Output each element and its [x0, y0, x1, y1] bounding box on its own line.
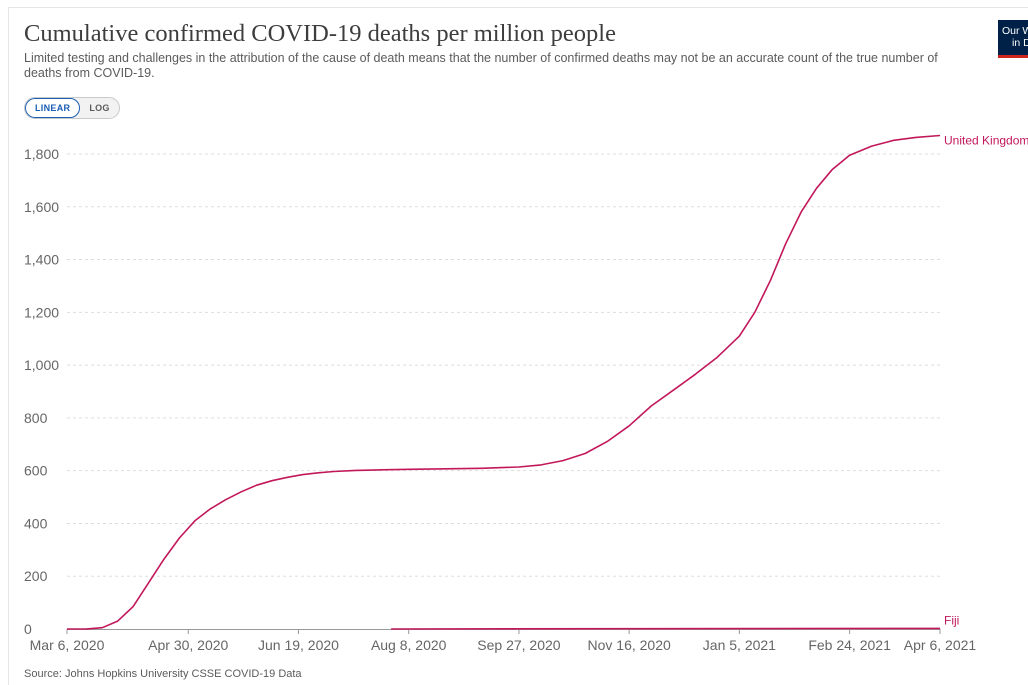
- linear-scale-button[interactable]: LINEAR: [25, 98, 81, 118]
- y-tick-label: 200: [24, 568, 48, 584]
- x-tick-label: Feb 24, 2021: [808, 637, 891, 653]
- series-line-fiji: [391, 627, 941, 630]
- series-label: United Kingdom: [944, 134, 1028, 148]
- x-tick-label: Apr 30, 2020: [148, 637, 228, 653]
- y-tick-label: 800: [24, 410, 48, 426]
- chart-frame-top: [8, 7, 1028, 8]
- y-tick-label: 1,800: [24, 146, 59, 162]
- x-tick-label: Nov 16, 2020: [588, 637, 671, 653]
- scale-toggle: LINEAR LOG: [24, 97, 120, 119]
- x-tick-label: Jan 5, 2021: [703, 637, 776, 653]
- chart-frame-left: [8, 7, 9, 685]
- series-line-united-kingdom: [66, 134, 941, 630]
- y-tick-label: 1,000: [24, 357, 59, 373]
- axis-layer: 0 200 400 600 800 1,000 1,200 1,400 1,600 1,800 Ma…: [24, 146, 976, 653]
- chart-title: Cumulative confirmed COVID-19 deaths per…: [24, 20, 616, 47]
- y-tick-label: 1,400: [24, 252, 59, 268]
- series-layer: [66, 134, 941, 630]
- y-tick-label: 600: [24, 463, 48, 479]
- y-tick-label: 1,600: [24, 199, 59, 215]
- x-tick-label: Jun 19, 2020: [258, 637, 339, 653]
- x-tick-label: Aug 8, 2020: [371, 637, 447, 653]
- source-note: Source: Johns Hopkins University CSSE CO…: [24, 668, 302, 680]
- label-layer: United Kingdom Fiji: [944, 134, 1028, 628]
- grid-layer: [67, 153, 940, 577]
- logo-line-1: Our World: [1002, 25, 1028, 37]
- log-scale-button[interactable]: LOG: [89, 103, 110, 113]
- y-tick-label: 400: [24, 515, 48, 531]
- x-tick-label: Apr 6, 2021: [904, 637, 977, 653]
- x-tick-label: Sep 27, 2020: [477, 637, 561, 653]
- owid-logo[interactable]: Our World in Data: [998, 20, 1028, 58]
- y-tick-label: 1,200: [24, 304, 59, 320]
- series-label: Fiji: [944, 613, 959, 627]
- y-tick-label: 0: [24, 621, 32, 637]
- chart-subtitle: Limited testing and challenges in the at…: [24, 51, 938, 80]
- logo-line-2: in Data: [1012, 37, 1028, 49]
- x-tick-label: Mar 6, 2020: [30, 637, 105, 653]
